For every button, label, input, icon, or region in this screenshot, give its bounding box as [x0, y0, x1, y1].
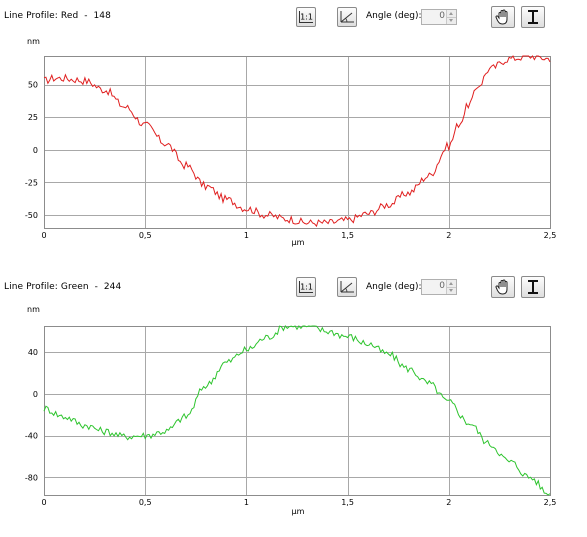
x-tick-label: 2,5 [544, 231, 557, 240]
angle-spinner[interactable] [446, 280, 456, 294]
y-tick-label: -40 [25, 432, 38, 441]
aspect-1to1-icon: 1:1 [299, 281, 313, 293]
angle-tool-icon [340, 281, 354, 293]
y-tick-label: -25 [25, 178, 38, 187]
profile-series-line [43, 325, 551, 496]
x-tick-label: 1,5 [341, 231, 354, 240]
panel-title: Line Profile: Green - 244 [4, 282, 122, 292]
angle-value: 0 [439, 11, 445, 21]
angle-spinner[interactable] [446, 10, 456, 24]
x-tick-label: 0,5 [139, 231, 152, 240]
pan-hand-button[interactable] [491, 6, 515, 28]
cursor-tool-button[interactable] [521, 6, 545, 28]
angle-label: Angle (deg): [366, 11, 422, 21]
x-tick-label: 0 [41, 231, 46, 240]
y-tick-label: 25 [28, 113, 38, 122]
cursor-i-beam-icon [528, 10, 538, 24]
plot-frame [44, 56, 551, 229]
y-axis-unit: nm [27, 37, 40, 46]
y-tick-label: 40 [28, 348, 38, 357]
angle-tool-button[interactable] [337, 7, 357, 27]
x-tick-label: 0,5 [139, 498, 152, 507]
x-tick-label: 1 [244, 231, 249, 240]
y-tick-label: 0 [33, 146, 38, 155]
spin-up-icon[interactable] [449, 282, 453, 285]
cursor-i-beam-icon [528, 280, 538, 294]
profile-series-line [43, 55, 551, 228]
aspect-label: 1:1 [300, 283, 313, 292]
aspect-label: 1:1 [300, 13, 313, 22]
grid-lines [44, 326, 551, 495]
angle-input[interactable]: 0 [421, 279, 457, 295]
angle-tool-button[interactable] [337, 277, 357, 297]
angle-input[interactable]: 0 [421, 9, 457, 25]
spin-up-icon[interactable] [449, 12, 453, 15]
x-tick-label: 1 [244, 498, 249, 507]
angle-label: Angle (deg): [366, 282, 422, 292]
angle-value: 0 [439, 281, 445, 291]
line-profile-chart-red: 50 25 0 -25 -50 0 0,5 1 1,5 2 2,5 nm µm [25, 37, 557, 247]
aspect-1to1-icon: 1:1 [299, 11, 313, 23]
aspect-1to1-button[interactable]: 1:1 [296, 7, 316, 27]
cursor-tool-button[interactable] [521, 276, 545, 298]
plot-frame [44, 326, 551, 496]
line-profile-panel-green: Line Profile: Green - 244 1:1 Angle (deg… [0, 270, 587, 537]
line-profile-panel-red: Line Profile: Red - 148 1:1 Angle (deg):… [0, 0, 587, 268]
x-tick-label: 0 [41, 498, 46, 507]
spin-down-icon[interactable] [449, 19, 453, 22]
aspect-1to1-button[interactable]: 1:1 [296, 277, 316, 297]
x-tick-label: 1,5 [341, 498, 354, 507]
x-tick-label: 2 [446, 498, 451, 507]
x-axis-unit: µm [292, 507, 305, 516]
x-tick-label: 2 [446, 231, 451, 240]
angle-tool-icon [340, 11, 354, 23]
y-tick-label: 0 [33, 390, 38, 399]
x-axis-unit: µm [292, 238, 305, 247]
y-tick-label: 50 [28, 81, 38, 90]
y-axis-unit: nm [27, 305, 40, 314]
y-tick-label: -80 [25, 473, 38, 482]
grid-lines [44, 56, 551, 228]
spin-down-icon[interactable] [449, 289, 453, 292]
line-profile-chart-green: 40 0 -40 -80 0 0,5 1 1,5 2 2,5 nm µm [25, 305, 557, 516]
pan-hand-icon [495, 9, 508, 25]
panel-title: Line Profile: Red - 148 [4, 11, 111, 21]
x-tick-label: 2,5 [544, 498, 557, 507]
y-tick-label: -50 [25, 211, 38, 220]
pan-hand-icon [495, 279, 508, 295]
pan-hand-button[interactable] [491, 276, 515, 298]
